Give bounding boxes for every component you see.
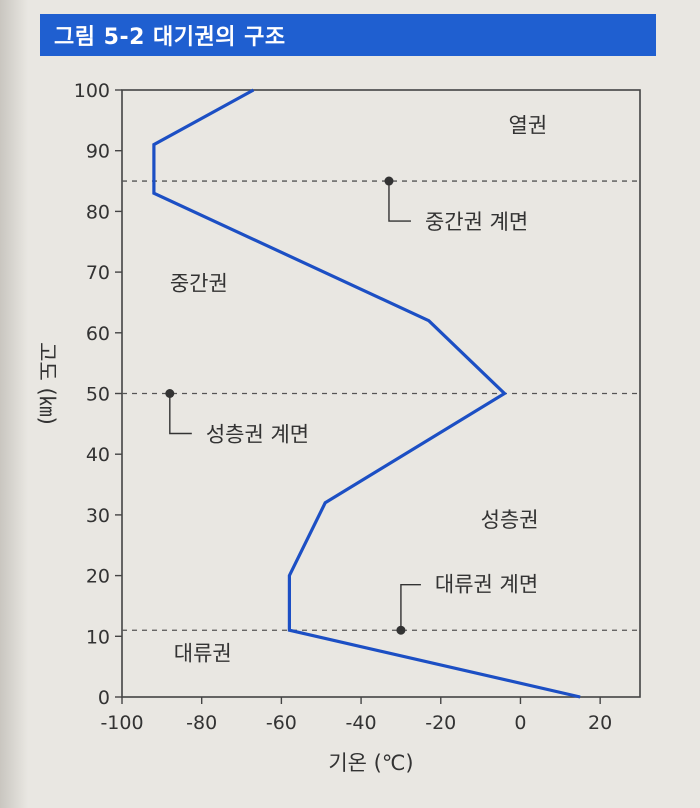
layer-label: 열권	[509, 113, 548, 137]
boundary-label: 대류권 계면	[435, 573, 538, 597]
x-tick-label: 20	[588, 712, 612, 734]
x-tick-label: -60	[266, 712, 297, 734]
figure-title: 그림 5-2 대기권의 구조	[54, 25, 286, 50]
y-tick-label: 10	[86, 626, 110, 648]
boundary-connector	[388, 181, 411, 222]
y-tick-label: 80	[86, 201, 110, 223]
boundary-connector	[169, 393, 192, 435]
y-tick-label: 0	[98, 687, 110, 709]
x-tick-label: -80	[186, 712, 217, 734]
y-tick-label: 40	[86, 444, 110, 466]
x-tick-label: -20	[425, 712, 456, 734]
layer-label: 중간권	[170, 271, 228, 295]
series-layer	[152, 88, 581, 699]
y-tick-label: 50	[86, 384, 110, 406]
axes-layer: 0 10 20 30 40 50 60 70 80 90 100 -100 -80 -60 -40 -20 0 2…	[35, 80, 641, 775]
page-edge-shadow	[0, 0, 28, 808]
x-tick-label: -100	[100, 712, 143, 734]
boundary-lines	[122, 176, 640, 635]
x-tick-label: -40	[346, 712, 377, 734]
y-tick-label: 70	[86, 262, 110, 284]
boundary-label: 성층권 계면	[206, 423, 309, 447]
layer-label: 대류권	[174, 642, 232, 666]
y-tick-label: 100	[74, 80, 110, 102]
x-tick-label: 0	[514, 712, 526, 734]
y-tick-label: 20	[86, 566, 110, 588]
y-tick-label: 30	[86, 505, 110, 527]
boundary-connector	[400, 584, 421, 631]
figure-title-bar: 그림 5-2 대기권의 구조	[40, 14, 656, 56]
y-axis-title: 고도 (㎞)	[35, 342, 59, 425]
x-axis-title: 기온 (℃)	[328, 751, 413, 775]
y-tick-label: 60	[86, 323, 110, 345]
boundary-label: 중간권 계면	[425, 210, 528, 234]
layer-label: 성층권	[481, 508, 539, 532]
y-tick-label: 90	[86, 141, 110, 163]
